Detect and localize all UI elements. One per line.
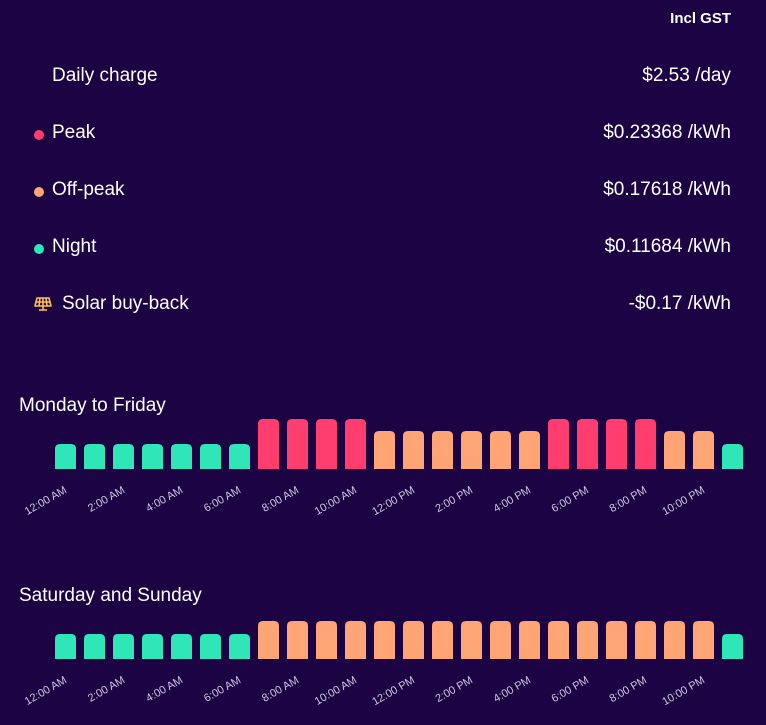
tick-label: 8:00 PM <box>608 484 649 515</box>
tick-label: 10:00 AM <box>313 484 359 518</box>
bar-9-00-pm <box>664 431 685 469</box>
bar-10-00-am <box>345 419 366 469</box>
rate-row-off-peak: Off-peak $0.17618 /kWh <box>0 175 731 205</box>
tick-label: 10:00 PM <box>660 484 707 518</box>
bar-12-00-am <box>55 444 76 469</box>
bar-6-00-pm <box>577 621 598 659</box>
weekday-section-title: Monday to Friday <box>19 395 166 416</box>
rate-label: Peak <box>52 122 96 143</box>
tick-label: 2:00 AM <box>86 484 127 515</box>
bar-7-00-pm <box>606 621 627 659</box>
rate-label: Solar buy-back <box>62 293 189 314</box>
rate-value: $2.53 /day <box>642 65 731 86</box>
tick-label: 8:00 AM <box>260 484 301 515</box>
bar-11-00-pm <box>722 444 743 469</box>
tick-label: 12:00 AM <box>23 674 69 708</box>
tick-label: 12:00 AM <box>23 484 69 518</box>
gst-label: Incl GST <box>670 10 731 27</box>
bar-9-00-pm <box>664 621 685 659</box>
tick-label: 10:00 PM <box>660 674 707 708</box>
bar-11-00-pm <box>722 634 743 659</box>
bar-12-00-pm <box>403 431 424 469</box>
tick-label: 2:00 PM <box>434 484 475 515</box>
tick-label: 12:00 PM <box>370 674 417 708</box>
bar-7-00-am <box>258 621 279 659</box>
rate-label: Off-peak <box>52 179 125 200</box>
tick-label: 6:00 PM <box>550 674 591 705</box>
bar-8-00-pm <box>635 419 656 469</box>
off-peak-dot-icon <box>34 187 44 197</box>
bar-2-00-am <box>113 634 134 659</box>
tick-label: 4:00 AM <box>144 674 185 705</box>
rate-label: Night <box>52 236 97 257</box>
tick-label: 6:00 AM <box>202 484 243 515</box>
tick-label: 6:00 PM <box>550 484 591 515</box>
bar-1-00-pm <box>432 431 453 469</box>
bar-11-00-am <box>374 621 395 659</box>
bar-11-00-am <box>374 431 395 469</box>
bar-4-00-pm <box>519 431 540 469</box>
bar-5-00-pm <box>548 419 569 469</box>
weekend-section-title: Saturday and Sunday <box>19 585 202 606</box>
bar-8-00-am <box>287 621 308 659</box>
tick-label: 10:00 AM <box>313 674 359 708</box>
bar-3-00-pm <box>490 431 511 469</box>
tick-label: 4:00 PM <box>492 674 533 705</box>
bar-6-00-am <box>229 634 250 659</box>
tick-label: 12:00 PM <box>370 484 417 518</box>
bar-1-00-pm <box>432 621 453 659</box>
bar-2-00-pm <box>461 431 482 469</box>
bar-3-00-am <box>142 444 163 469</box>
rate-row-daily-charge: Daily charge $2.53 /day <box>0 61 731 91</box>
bar-10-00-pm <box>693 431 714 469</box>
bar-8-00-am <box>287 419 308 469</box>
bar-4-00-am <box>171 444 192 469</box>
tick-label: 4:00 AM <box>144 484 185 515</box>
tick-label: 6:00 AM <box>202 674 243 705</box>
bar-1-00-am <box>84 444 105 469</box>
tick-label: 8:00 PM <box>608 674 649 705</box>
peak-dot-icon <box>34 130 44 140</box>
bar-6-00-pm <box>577 419 598 469</box>
tick-label: 4:00 PM <box>492 484 533 515</box>
rate-value: -$0.17 /kWh <box>628 293 731 314</box>
bar-7-00-pm <box>606 419 627 469</box>
rate-value: $0.17618 /kWh <box>603 179 731 200</box>
rate-row-night: Night $0.11684 /kWh <box>0 232 731 262</box>
bar-12-00-pm <box>403 621 424 659</box>
bar-9-00-am <box>316 621 337 659</box>
bar-4-00-am <box>171 634 192 659</box>
bar-12-00-am <box>55 634 76 659</box>
rate-value: $0.11684 /kWh <box>604 236 731 257</box>
rate-row-peak: Peak $0.23368 /kWh <box>0 118 731 148</box>
bar-5-00-pm <box>548 621 569 659</box>
bar-4-00-pm <box>519 621 540 659</box>
bar-10-00-am <box>345 621 366 659</box>
bar-7-00-am <box>258 419 279 469</box>
tick-label: 8:00 AM <box>260 674 301 705</box>
tick-label: 2:00 PM <box>434 674 475 705</box>
night-dot-icon <box>34 244 44 254</box>
bar-2-00-pm <box>461 621 482 659</box>
bar-3-00-pm <box>490 621 511 659</box>
bar-5-00-am <box>200 634 221 659</box>
bar-10-00-pm <box>693 621 714 659</box>
rate-label: Daily charge <box>52 65 158 86</box>
bar-8-00-pm <box>635 621 656 659</box>
bar-5-00-am <box>200 444 221 469</box>
bar-2-00-am <box>113 444 134 469</box>
tick-label: 2:00 AM <box>86 674 127 705</box>
bar-6-00-am <box>229 444 250 469</box>
bar-9-00-am <box>316 419 337 469</box>
bar-3-00-am <box>142 634 163 659</box>
bar-1-00-am <box>84 634 105 659</box>
solar-panel-icon <box>34 297 52 311</box>
rate-value: $0.23368 /kWh <box>603 122 731 143</box>
rate-row-solar-buy-back: Solar buy-back -$0.17 /kWh <box>0 289 731 319</box>
